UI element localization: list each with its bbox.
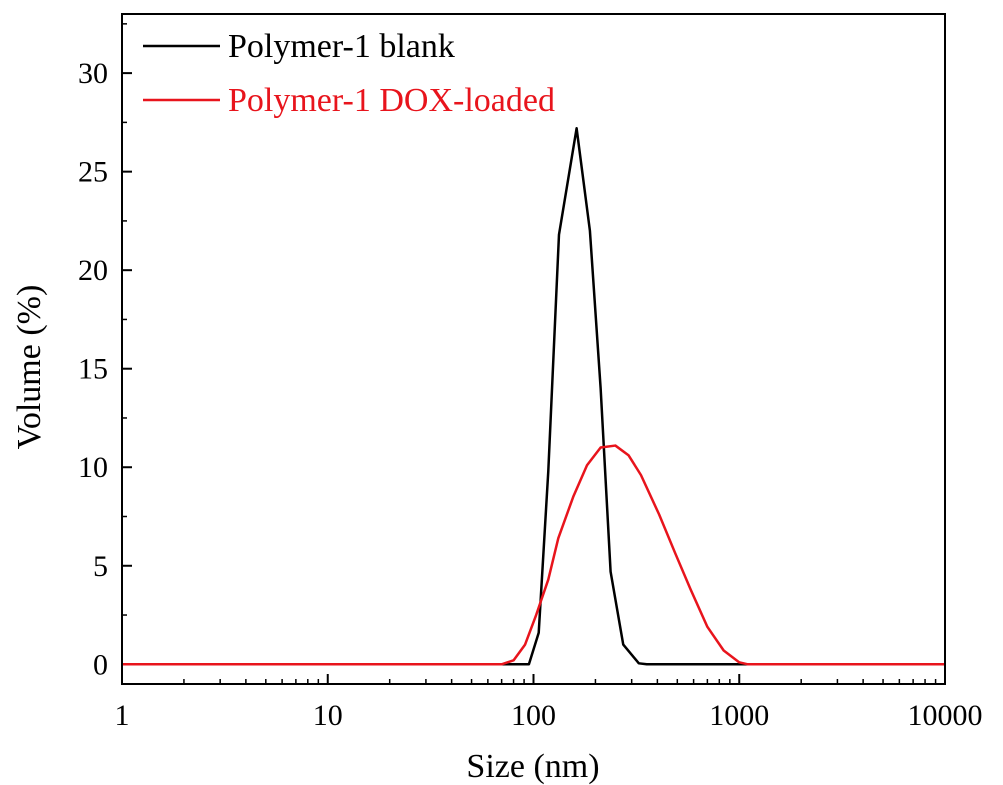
series-line-dox-loaded [122,444,945,666]
x-tick-label: 100 [511,699,556,732]
y-tick-label: 20 [78,254,108,287]
plot-frame [121,13,946,685]
series-line-blank [122,127,945,666]
y-tick-label: 15 [78,353,108,386]
y-tick-label: 10 [78,451,108,484]
x-tick-label: 1 [115,699,130,732]
x-axis-title: Size (nm) [466,748,599,785]
legend: Polymer-1 blank Polymer-1 DOX-loaded [143,28,555,119]
x-tick-label: 10000 [908,699,983,732]
legend-label-blank: Polymer-1 blank [228,28,455,65]
y-tick-label: 30 [78,57,108,90]
x-tick-label: 1000 [709,699,769,732]
legend-label-dox-loaded: Polymer-1 DOX-loaded [228,82,555,119]
plot-area: 1 10 100 1000 10000 0 5 10 15 20 25 30 [78,13,983,732]
y-tick-label: 0 [93,648,108,681]
x-tick-label: 10 [313,699,343,732]
x-axis-ticks: 1 10 100 1000 10000 [115,674,983,732]
y-tick-label: 25 [78,156,108,189]
y-axis-title: Volume (%) [11,285,48,450]
series-layer [122,127,945,666]
y-axis-ticks: 0 5 10 15 20 25 30 [78,23,132,681]
y-tick-label: 5 [93,550,108,583]
